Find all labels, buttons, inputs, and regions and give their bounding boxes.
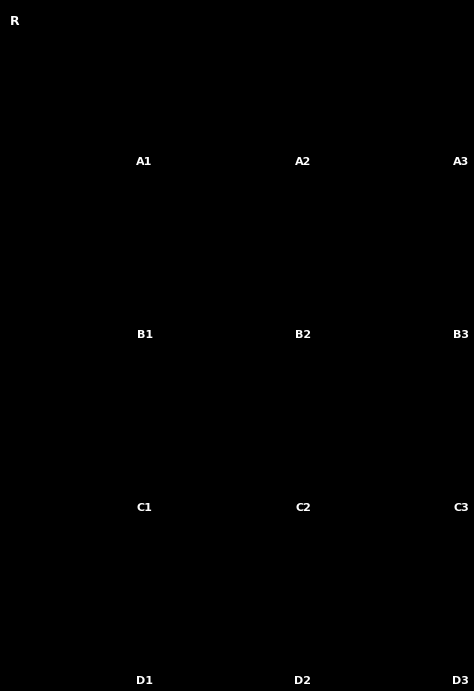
Text: B2: B2 [295,330,311,340]
Text: C1: C1 [137,503,153,513]
Text: D2: D2 [294,676,311,686]
Text: R: R [9,15,19,28]
Text: B3: B3 [453,330,469,340]
Text: B1: B1 [137,330,153,340]
Text: C2: C2 [295,503,311,513]
Text: D3: D3 [452,676,469,686]
Text: A2: A2 [294,157,311,167]
Text: A1: A1 [136,157,153,167]
Text: D1: D1 [136,676,153,686]
Text: A3: A3 [453,157,469,167]
Text: C3: C3 [454,503,469,513]
